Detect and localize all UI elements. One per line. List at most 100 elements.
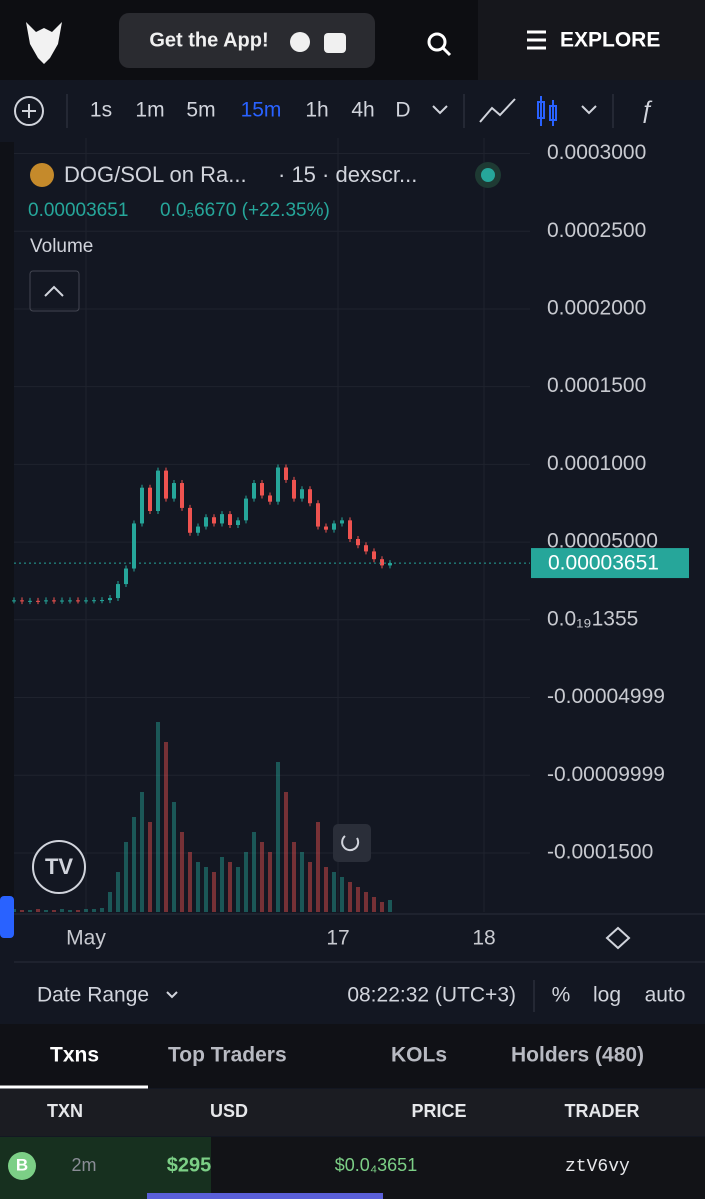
volume-bar xyxy=(124,842,128,912)
tv-logo[interactable] xyxy=(32,840,86,894)
volume-bar xyxy=(276,762,280,912)
volume-bar xyxy=(60,909,64,912)
volume-bar xyxy=(356,887,360,912)
candle-body xyxy=(36,600,40,602)
search-icon[interactable] xyxy=(427,32,447,52)
interval[interactable]: 1m xyxy=(135,99,164,122)
indicators-icon[interactable]: ƒ xyxy=(640,96,653,123)
volume-bar xyxy=(180,832,184,912)
tab[interactable]: Holders (480) xyxy=(511,1044,644,1067)
logo[interactable] xyxy=(26,22,62,64)
volume-bar xyxy=(44,910,48,912)
add-icon[interactable] xyxy=(14,96,44,126)
price-change: 0.0₅6670 (+22.35%) xyxy=(160,200,330,221)
line-chart-icon[interactable] xyxy=(479,98,516,123)
volume-bar xyxy=(52,910,56,912)
volume-bar xyxy=(388,900,392,912)
candle-body xyxy=(308,489,312,504)
tabs: Txns Top Traders KOLs Holders (480) xyxy=(50,1044,644,1067)
chart-source: · 15 · dexscr... xyxy=(278,162,417,187)
y-tick-label: -0.0001500 xyxy=(547,840,653,863)
volume-bar xyxy=(132,817,136,912)
volume-bar xyxy=(268,852,272,912)
candle-body xyxy=(340,520,344,524)
cell: B xyxy=(16,1155,28,1174)
candle-body xyxy=(364,545,368,552)
column-header: TXN xyxy=(47,1101,83,1121)
candle-body xyxy=(228,514,232,525)
candle-body xyxy=(148,487,152,512)
settings-icon[interactable] xyxy=(605,926,631,950)
y-tick-label: 0.0001500 xyxy=(547,374,646,397)
candle-icon[interactable] xyxy=(537,96,557,126)
get-app-button[interactable] xyxy=(119,13,375,68)
clock: 08:22:32 (UTC+3) xyxy=(347,984,516,1007)
scale-option[interactable]: auto xyxy=(645,984,686,1007)
x-tick-label: 18 xyxy=(472,927,495,950)
candle-body xyxy=(60,600,64,602)
scale-options: % log auto xyxy=(552,984,686,1007)
last-price-label: 0.00003651 xyxy=(548,552,659,575)
interval[interactable]: 1h xyxy=(305,99,328,122)
candles xyxy=(12,464,392,605)
candle-body xyxy=(260,483,264,496)
candle-body xyxy=(44,600,48,602)
candle-body xyxy=(92,600,96,602)
volume-bar xyxy=(292,842,296,912)
volume-bar xyxy=(340,877,344,912)
volume-bar xyxy=(372,897,376,912)
candle-body xyxy=(196,526,200,533)
scale-option[interactable]: log xyxy=(593,984,621,1007)
tab[interactable]: Top Traders xyxy=(168,1044,287,1067)
candle-body xyxy=(332,523,336,530)
tabs-bar xyxy=(0,1024,705,1088)
tab[interactable]: Txns xyxy=(50,1044,99,1067)
volume-bar xyxy=(332,872,336,912)
interval[interactable]: 1s xyxy=(90,99,112,122)
candle-body xyxy=(28,600,32,602)
volume-bar xyxy=(324,867,328,912)
volume-bar xyxy=(308,862,312,912)
collapse-button[interactable] xyxy=(29,270,80,312)
volume-bar xyxy=(68,910,72,912)
volume-bar xyxy=(284,792,288,912)
tv-logo-mark: TV xyxy=(45,854,73,879)
candle-body xyxy=(180,483,184,508)
candle-body xyxy=(372,551,376,560)
volume-bar xyxy=(20,910,24,912)
plot-area xyxy=(14,142,530,914)
volume-bar xyxy=(164,742,168,912)
candle-body xyxy=(292,479,296,499)
chart-type-menu[interactable] xyxy=(581,105,597,115)
interval[interactable]: 15m xyxy=(241,99,282,122)
volume-bar xyxy=(260,842,264,912)
reset-button[interactable] xyxy=(333,824,371,862)
scrollbar xyxy=(147,1193,383,1199)
y-tick-label: 0.0002000 xyxy=(547,297,646,320)
menu-icon xyxy=(527,30,546,50)
scale-option[interactable]: % xyxy=(552,984,571,1007)
interval-menu[interactable] xyxy=(432,105,448,115)
last-price-tag xyxy=(531,548,689,579)
reset-icon xyxy=(341,835,360,852)
interval[interactable]: D xyxy=(395,99,410,122)
tab[interactable]: KOLs xyxy=(391,1044,447,1067)
volume-bar xyxy=(36,909,40,912)
explore[interactable]: EXPLORE xyxy=(560,29,660,52)
interval[interactable]: 5m xyxy=(186,99,215,122)
header-price: 0.00003651 xyxy=(28,200,128,221)
column-header: PRICE xyxy=(411,1101,466,1121)
date-range[interactable]: Date Range xyxy=(37,984,149,1007)
volume-bar xyxy=(252,832,256,912)
candle-body xyxy=(284,467,288,480)
candle-body xyxy=(276,467,280,502)
candle-body xyxy=(316,503,320,527)
volume-bar xyxy=(28,910,32,912)
interval[interactable]: 4h xyxy=(351,99,374,122)
candle-body xyxy=(100,600,104,602)
volume-bar xyxy=(108,892,112,912)
candle-body xyxy=(244,498,248,521)
collapse-arrow xyxy=(44,285,64,297)
side-handle[interactable] xyxy=(0,896,14,938)
